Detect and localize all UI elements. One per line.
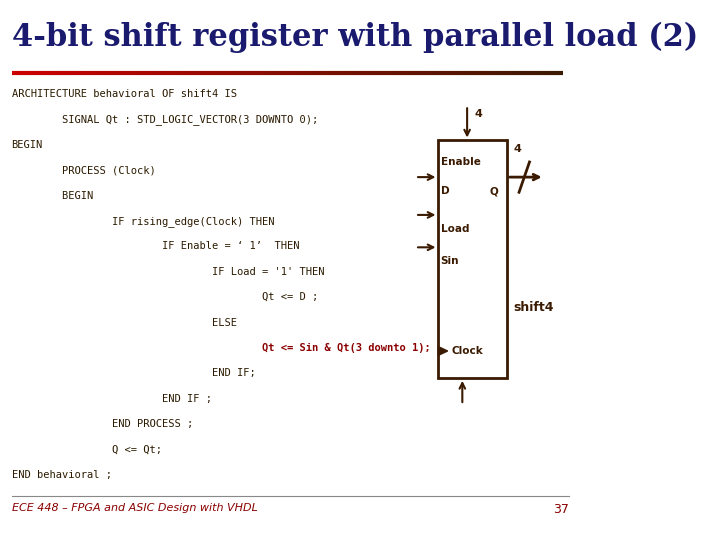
Text: IF rising_edge(Clock) THEN: IF rising_edge(Clock) THEN <box>12 216 274 227</box>
Text: ELSE: ELSE <box>12 318 237 328</box>
Text: 4-bit shift register with parallel load (2): 4-bit shift register with parallel load … <box>12 22 698 53</box>
Text: BEGIN: BEGIN <box>12 191 93 201</box>
Text: PROCESS (Clock): PROCESS (Clock) <box>12 165 156 176</box>
Text: BEGIN: BEGIN <box>12 140 43 150</box>
Text: Enable: Enable <box>441 157 480 167</box>
Polygon shape <box>438 347 448 355</box>
Text: Clock: Clock <box>451 346 483 356</box>
Text: D: D <box>441 186 449 197</box>
Text: Qt <= Sin & Qt(3 downto 1);: Qt <= Sin & Qt(3 downto 1); <box>12 343 431 353</box>
Text: ARCHITECTURE behavioral OF shift4 IS: ARCHITECTURE behavioral OF shift4 IS <box>12 89 237 99</box>
Text: IF Enable = ‘ 1’  THEN: IF Enable = ‘ 1’ THEN <box>12 241 299 252</box>
Text: Q <= Qt;: Q <= Qt; <box>12 444 161 455</box>
Text: Q: Q <box>490 186 498 197</box>
Text: 4: 4 <box>514 144 522 154</box>
Text: END IF;: END IF; <box>12 368 256 379</box>
Bar <box>438 140 507 378</box>
Text: IF Load = '1' THEN: IF Load = '1' THEN <box>12 267 324 277</box>
Text: Qt <= D ;: Qt <= D ; <box>12 292 318 302</box>
Text: END PROCESS ;: END PROCESS ; <box>12 419 193 429</box>
Text: 4: 4 <box>474 110 482 119</box>
Text: 37: 37 <box>553 503 569 516</box>
Text: Sin: Sin <box>441 256 459 267</box>
Text: ECE 448 – FPGA and ASIC Design with VHDL: ECE 448 – FPGA and ASIC Design with VHDL <box>12 503 258 514</box>
Text: shift4: shift4 <box>514 301 554 314</box>
Text: SIGNAL Qt : STD_LOGIC_VECTOR(3 DOWNTO 0);: SIGNAL Qt : STD_LOGIC_VECTOR(3 DOWNTO 0)… <box>12 114 318 125</box>
Text: END behavioral ;: END behavioral ; <box>12 470 112 480</box>
Text: END IF ;: END IF ; <box>12 394 212 404</box>
Text: Load: Load <box>441 224 469 234</box>
